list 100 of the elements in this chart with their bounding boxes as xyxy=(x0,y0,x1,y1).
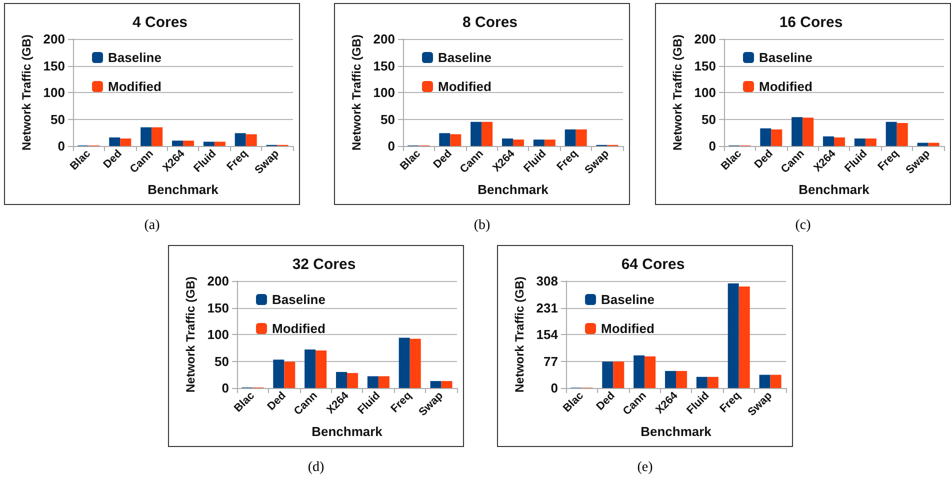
bar xyxy=(544,140,556,146)
chart-title: 4 Cores xyxy=(132,14,188,31)
y-tick-label: 154 xyxy=(536,327,559,342)
legend-label: Baseline xyxy=(759,50,812,65)
text: (e) xyxy=(636,460,654,476)
bar xyxy=(728,283,739,388)
legend-label: Modified xyxy=(759,79,812,94)
legend-label: Modified xyxy=(108,79,162,94)
y-tick-label: 100 xyxy=(694,85,716,100)
bar xyxy=(183,140,194,146)
bar xyxy=(347,373,358,388)
bar xyxy=(482,122,493,146)
text: (d) xyxy=(306,460,326,476)
bar xyxy=(430,381,442,388)
bar xyxy=(917,142,928,146)
bar xyxy=(634,355,645,388)
x-axis-title: Benchmark xyxy=(148,182,220,198)
bar xyxy=(316,350,327,388)
y-tick-label: 200 xyxy=(43,32,65,46)
bar xyxy=(759,374,770,388)
y-tick-label: 77 xyxy=(544,354,558,369)
bar xyxy=(834,137,845,146)
bar xyxy=(576,129,587,146)
y-tick-label: 100 xyxy=(43,85,65,100)
y-tick-label: 150 xyxy=(373,58,395,74)
legend-label: Baseline xyxy=(438,50,492,65)
bar xyxy=(284,362,296,388)
bar xyxy=(336,372,347,388)
y-axis-title: Network Traffic (GB) xyxy=(19,34,34,151)
bar xyxy=(273,360,284,388)
legend-label: Baseline xyxy=(272,292,326,307)
y-axis-title: Network Traffic (GB) xyxy=(183,276,198,393)
bar xyxy=(644,356,656,388)
bar xyxy=(533,140,544,146)
bar xyxy=(450,134,462,146)
y-axis-title: Network Traffic (GB) xyxy=(349,34,364,151)
bar xyxy=(502,138,513,146)
bar xyxy=(304,349,316,388)
legend-label: Modified xyxy=(438,79,492,94)
chart-title: 64 Cores xyxy=(621,256,685,273)
bar xyxy=(398,338,410,388)
y-tick-label: 150 xyxy=(207,300,229,316)
bar xyxy=(771,129,782,146)
bar xyxy=(613,362,624,388)
bar xyxy=(823,136,834,146)
y-tick-label: 100 xyxy=(373,85,395,100)
bar xyxy=(172,140,183,146)
bar xyxy=(696,376,708,388)
y-tick-label: 200 xyxy=(373,32,395,46)
bar xyxy=(441,381,452,388)
bar xyxy=(109,137,120,146)
y-tick-label: 150 xyxy=(43,58,65,74)
bar xyxy=(367,376,378,388)
y-tick-label: 200 xyxy=(207,274,229,288)
y-tick-label: 0 xyxy=(550,380,558,396)
bar xyxy=(378,376,390,388)
bar xyxy=(120,138,132,146)
y-axis-title: Network Traffic (GB) xyxy=(670,34,684,151)
bar xyxy=(802,118,814,146)
y-tick-label: 231 xyxy=(536,300,558,316)
bar xyxy=(928,142,940,146)
bar xyxy=(854,138,866,146)
text: (b) xyxy=(472,218,492,234)
bar xyxy=(792,117,803,146)
bar xyxy=(676,370,687,388)
bar xyxy=(152,127,163,146)
x-axis-title: Benchmark xyxy=(312,424,384,440)
bar xyxy=(513,140,524,146)
bar xyxy=(896,122,908,146)
legend-label: Baseline xyxy=(601,292,654,307)
chart-title: 16 Cores xyxy=(779,14,843,31)
y-tick-label: 200 xyxy=(694,32,716,46)
bar xyxy=(439,133,450,146)
chart-title: 32 Cores xyxy=(292,256,356,273)
y-tick-label: 50 xyxy=(50,112,65,127)
bar xyxy=(886,122,897,146)
bar xyxy=(760,128,772,146)
y-axis-title: Network Traffic (GB) xyxy=(512,276,526,393)
bar xyxy=(234,133,246,146)
text: (a) xyxy=(143,218,161,234)
bar xyxy=(865,138,876,146)
y-tick-label: 0 xyxy=(222,380,229,396)
bar xyxy=(665,370,676,388)
bar xyxy=(602,362,614,388)
y-tick-label: 0 xyxy=(708,138,716,154)
bar xyxy=(214,142,226,146)
bar xyxy=(564,129,576,146)
y-tick-label: 0 xyxy=(388,138,395,154)
y-tick-label: 100 xyxy=(207,327,229,342)
y-tick-label: 308 xyxy=(536,274,558,288)
bar xyxy=(246,134,257,146)
y-tick-label: 50 xyxy=(380,112,395,127)
bar xyxy=(470,122,482,146)
bar xyxy=(707,376,718,388)
x-axis-title: Benchmark xyxy=(640,424,712,440)
x-axis-title: Benchmark xyxy=(798,182,870,198)
y-tick-label: 50 xyxy=(702,112,716,127)
bar xyxy=(140,127,152,146)
bar xyxy=(410,338,421,388)
chart-title: 8 Cores xyxy=(462,14,518,31)
